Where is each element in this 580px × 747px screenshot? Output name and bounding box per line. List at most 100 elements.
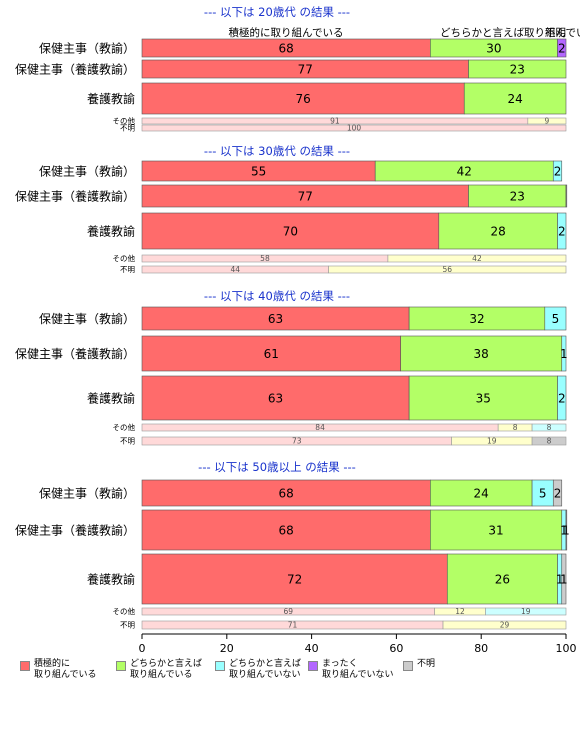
- data-label: 91: [330, 117, 340, 126]
- legend-label: 積極的に 取り組んでいる: [34, 659, 97, 681]
- chart-legend: 積極的に 取り組んでいる どちらかと言えば 取り組んでいる どちらかと言えば 取り組んでい…: [0, 659, 580, 699]
- data-label: 2: [558, 392, 566, 406]
- bar-segment: [557, 38, 567, 58]
- legend-label-line: どちらかと言えば: [229, 659, 302, 669]
- legend-label-line: 取り組んでいない: [229, 670, 301, 680]
- bar-segment: [557, 375, 567, 421]
- bar-segment: [565, 184, 568, 208]
- data-label: 5: [552, 312, 560, 326]
- data-label: 76: [295, 92, 310, 106]
- minor-row-label: 不明: [120, 437, 135, 446]
- x-tick-label: 60: [389, 642, 403, 655]
- data-label: 8: [547, 423, 552, 432]
- bar-segment: [557, 212, 567, 250]
- bar-segment: [141, 124, 567, 132]
- legend-swatch: [215, 661, 225, 671]
- legend-label-line: 不明: [417, 659, 436, 669]
- data-label: 77: [298, 63, 313, 77]
- data-label: 30: [486, 42, 501, 56]
- bar-segment: [565, 509, 568, 551]
- row-label: 養護教諭: [87, 391, 135, 406]
- data-label: 19: [487, 437, 497, 446]
- bar-segment: [561, 335, 567, 372]
- data-label: 84: [315, 423, 325, 432]
- legend-label-line: 取り組んでいない: [322, 670, 394, 680]
- data-label: 26: [495, 573, 510, 587]
- data-label: 28: [491, 225, 506, 239]
- data-label: 70: [283, 225, 298, 239]
- data-label: 29: [500, 621, 510, 630]
- bar-segment: [531, 423, 567, 432]
- bar-segment: [485, 607, 567, 616]
- data-label: 72: [287, 573, 302, 587]
- data-label: 31: [488, 524, 503, 538]
- x-tick-label: 100: [556, 642, 577, 655]
- data-label: 1: [560, 347, 568, 361]
- data-label: 77: [298, 190, 313, 204]
- legend-swatch: [308, 661, 318, 671]
- bar-segment: [141, 212, 440, 250]
- minor-row-label: 不明: [120, 265, 135, 274]
- data-label: 2: [558, 225, 566, 239]
- legend-swatch: [20, 661, 30, 671]
- bar-segment: [430, 509, 563, 551]
- legend-label: どちらかと言えば 取り組んでいない: [229, 659, 301, 681]
- data-label: 8: [513, 423, 518, 432]
- minor-row-label: その他: [113, 116, 136, 126]
- legend-label-line: 取り組んでいる: [34, 670, 97, 680]
- legend-label-line: 取り組んでいる: [130, 670, 193, 680]
- data-label: 32: [469, 312, 484, 326]
- row-label: 養護教諭: [87, 572, 135, 587]
- legend-label: まったく 取り組んでいない: [322, 659, 394, 681]
- bar-segment: [438, 212, 558, 250]
- row-label: 養護教諭: [87, 224, 135, 239]
- legend-label-line: 積極的に: [34, 659, 71, 669]
- legend-swatch: [116, 661, 126, 671]
- row-label: 保健主事（教諭）: [39, 164, 135, 179]
- minor-row-label: 不明: [120, 124, 135, 133]
- data-label: 100: [347, 124, 362, 133]
- row-label: 保健主事（養護教諭）: [15, 189, 135, 204]
- data-label: 42: [472, 254, 482, 263]
- data-label: 2: [554, 487, 562, 501]
- data-label: 8: [547, 437, 552, 446]
- data-label: 2: [558, 42, 566, 56]
- bar-segment: [141, 335, 401, 372]
- panel-title: --- 以下は 40歳代 の結果 ---: [204, 289, 350, 303]
- data-label: 56: [443, 265, 453, 274]
- data-label: 2: [554, 165, 562, 179]
- bar-segment: [552, 479, 563, 507]
- data-label: 44: [231, 265, 241, 274]
- legend-label-line: どちらかと言えば: [130, 659, 203, 669]
- data-label: 35: [476, 392, 491, 406]
- row-label: 保健主事（養護教諭）: [15, 62, 135, 77]
- data-label: 61: [264, 347, 279, 361]
- bar-segment: [468, 59, 567, 79]
- bar-segment: [430, 479, 533, 507]
- bar-segment: [442, 620, 567, 630]
- legend-label: どちらかと言えば 取り組んでいる: [130, 659, 202, 681]
- data-label: 12: [455, 607, 465, 616]
- legend-swatch: [403, 661, 413, 671]
- data-label: 23: [510, 63, 525, 77]
- data-label: 42: [457, 165, 472, 179]
- minor-row-label: その他: [113, 253, 136, 263]
- bar-segment: [387, 254, 567, 263]
- row-label: 保健主事（教諭）: [39, 311, 135, 326]
- data-label: 24: [507, 92, 522, 106]
- x-tick-label: 40: [305, 642, 319, 655]
- bar-segment: [527, 117, 567, 125]
- minor-row-label: 不明: [120, 621, 135, 630]
- bar-segment: [463, 82, 567, 115]
- bar-segment: [561, 553, 567, 605]
- data-label: 1: [556, 573, 564, 587]
- bar-segment: [446, 553, 558, 605]
- data-label: 68: [279, 42, 294, 56]
- bar-segment: [531, 436, 567, 446]
- x-tick-label: 80: [474, 642, 488, 655]
- data-label: 24: [474, 487, 489, 501]
- x-tick-label: 0: [139, 642, 146, 655]
- bar-segment: [141, 82, 465, 115]
- data-label: 58: [260, 254, 270, 263]
